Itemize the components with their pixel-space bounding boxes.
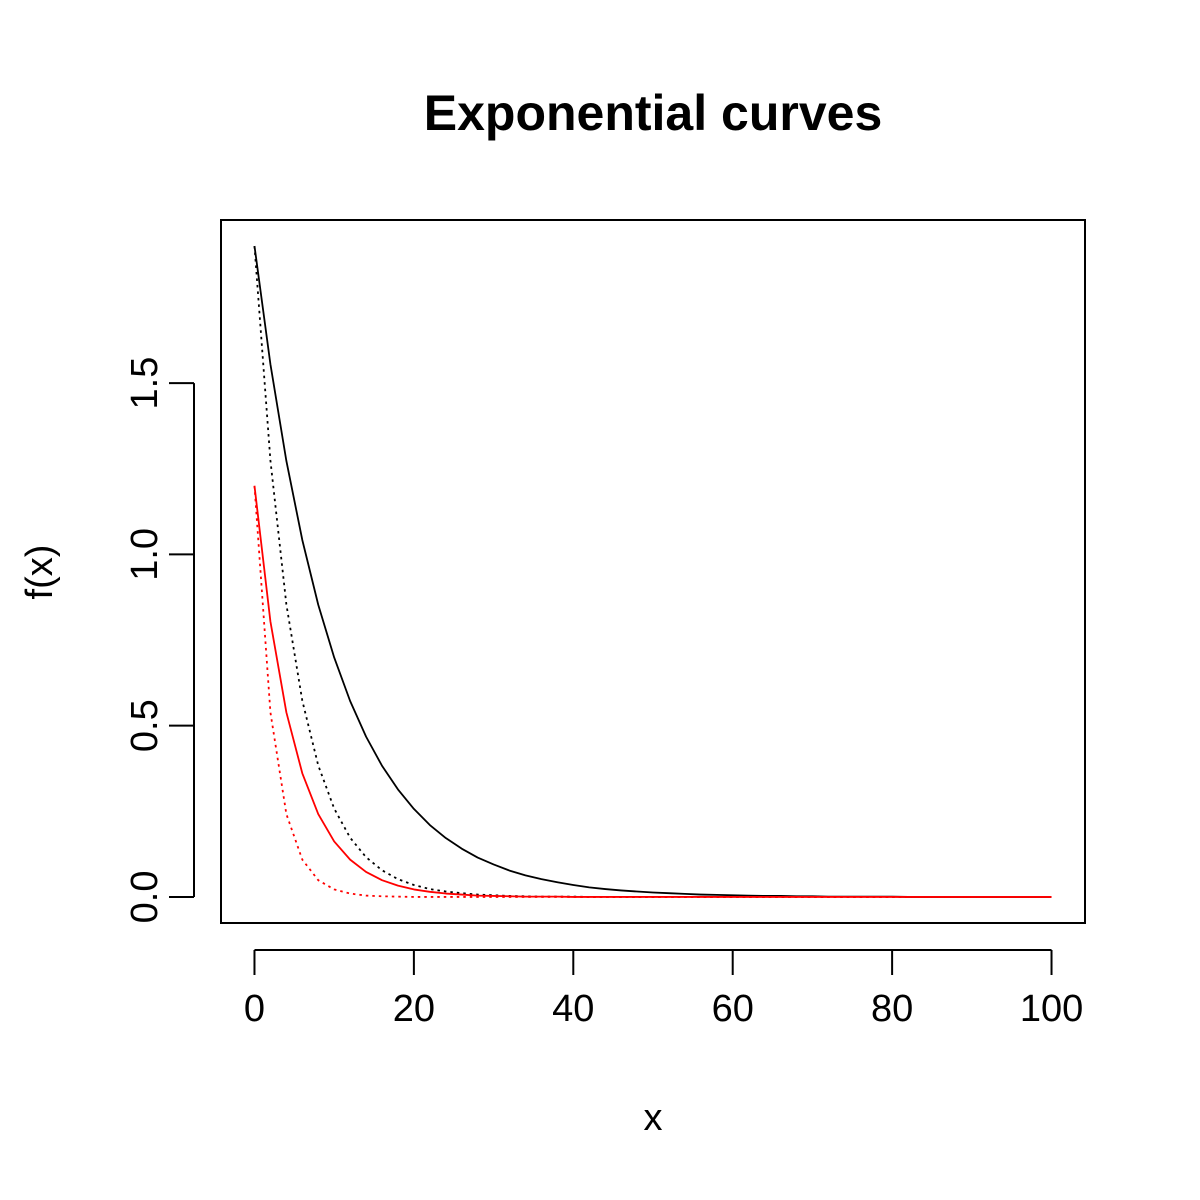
series-line-1 bbox=[254, 246, 1051, 897]
x-tick-label: 60 bbox=[712, 988, 754, 1030]
x-tick-label: 20 bbox=[393, 988, 435, 1030]
x-tick-label: 0 bbox=[244, 988, 265, 1030]
x-tick-label: 40 bbox=[552, 988, 594, 1030]
series-line-4 bbox=[254, 486, 1051, 897]
plot-frame bbox=[221, 220, 1085, 923]
y-axis-title: f(x) bbox=[19, 545, 61, 600]
series-layer bbox=[254, 246, 1051, 897]
x-axis: 0 20 40 60 80 100 bbox=[244, 950, 1083, 1030]
x-tick-label: 100 bbox=[1020, 988, 1083, 1030]
x-axis-title: x bbox=[644, 1097, 663, 1139]
y-tick-label: 1.0 bbox=[124, 528, 166, 581]
series-line-3 bbox=[254, 486, 1051, 897]
y-tick-label: 0.0 bbox=[124, 871, 166, 924]
chart-title: Exponential curves bbox=[424, 85, 883, 141]
y-tick-label: 1.5 bbox=[124, 357, 166, 410]
y-axis: 0.0 0.5 1.0 1.5 bbox=[124, 357, 194, 924]
series-line-2 bbox=[254, 246, 1051, 897]
x-tick-label: 80 bbox=[871, 988, 913, 1030]
y-tick-label: 0.5 bbox=[124, 699, 166, 752]
